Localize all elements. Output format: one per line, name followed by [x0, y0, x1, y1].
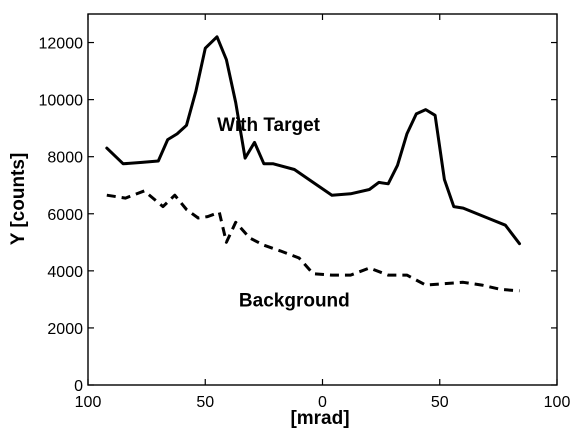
y-tick-label: 2000: [47, 321, 83, 338]
y-tick-label: 12000: [39, 36, 84, 53]
y-tick-label: 6000: [47, 207, 83, 224]
series-label-background: Background: [239, 291, 350, 312]
y-tick-label: 8000: [47, 150, 83, 167]
x-tick-label: 0: [318, 394, 327, 411]
series-label-with-target: With Target: [217, 115, 321, 136]
x-axis-label: [mrad]: [290, 408, 349, 429]
x-tick-label: 50: [196, 394, 214, 411]
x-tick-label: 100: [75, 394, 102, 411]
series-line-background: [106, 189, 520, 293]
axes-layer: [87, 13, 558, 386]
series-layer: [105, 35, 521, 293]
series-line-with-target: [105, 35, 521, 246]
y-axis-label: Y [counts]: [8, 153, 29, 246]
y-tick-label: 4000: [47, 264, 83, 281]
x-tick-label: 100: [544, 394, 571, 411]
y-tick-label: 0: [74, 378, 83, 395]
labels-layer: 100 50 0 50 100020004000600080001000012000Wi…: [39, 36, 571, 411]
y-tick-label: 10000: [39, 93, 84, 110]
x-tick-label: 50: [431, 394, 449, 411]
